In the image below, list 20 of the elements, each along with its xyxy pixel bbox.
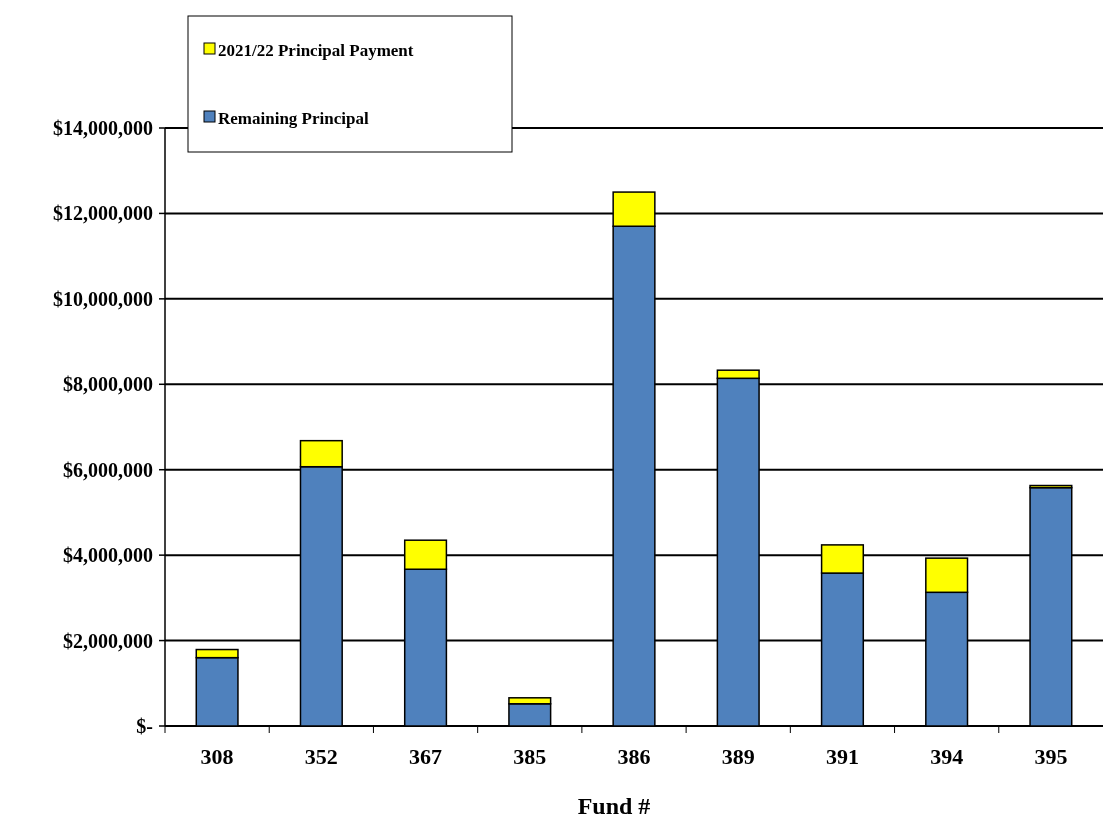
x-tick-label: 308 bbox=[200, 744, 234, 769]
y-tick-label: $10,000,000 bbox=[53, 287, 153, 310]
y-tick-label: $14,000,000 bbox=[53, 117, 153, 139]
y-tick-label: $6,000,000 bbox=[63, 458, 153, 481]
x-tick-label: 394 bbox=[930, 744, 964, 769]
legend-label: 2021/22 Principal Payment bbox=[218, 40, 414, 60]
x-tick-label: 367 bbox=[409, 744, 443, 769]
x-tick-label: 386 bbox=[617, 744, 651, 769]
x-tick-label: 395 bbox=[1034, 744, 1068, 769]
x-tick-label: 389 bbox=[721, 744, 755, 769]
x-tick-label: 352 bbox=[304, 744, 338, 769]
y-tick-label: $8,000,000 bbox=[63, 373, 153, 396]
x-tick-label: 391 bbox=[825, 744, 859, 769]
x-tick-label: 385 bbox=[513, 744, 547, 769]
y-tick-label: $- bbox=[136, 715, 153, 737]
legend-label: Remaining Principal bbox=[218, 108, 369, 128]
y-tick-label: $4,000,000 bbox=[63, 544, 153, 567]
y-tick-label: $12,000,000 bbox=[53, 202, 153, 225]
x-axis-title: Fund # bbox=[577, 793, 651, 816]
y-tick-label: $2,000,000 bbox=[63, 629, 153, 652]
